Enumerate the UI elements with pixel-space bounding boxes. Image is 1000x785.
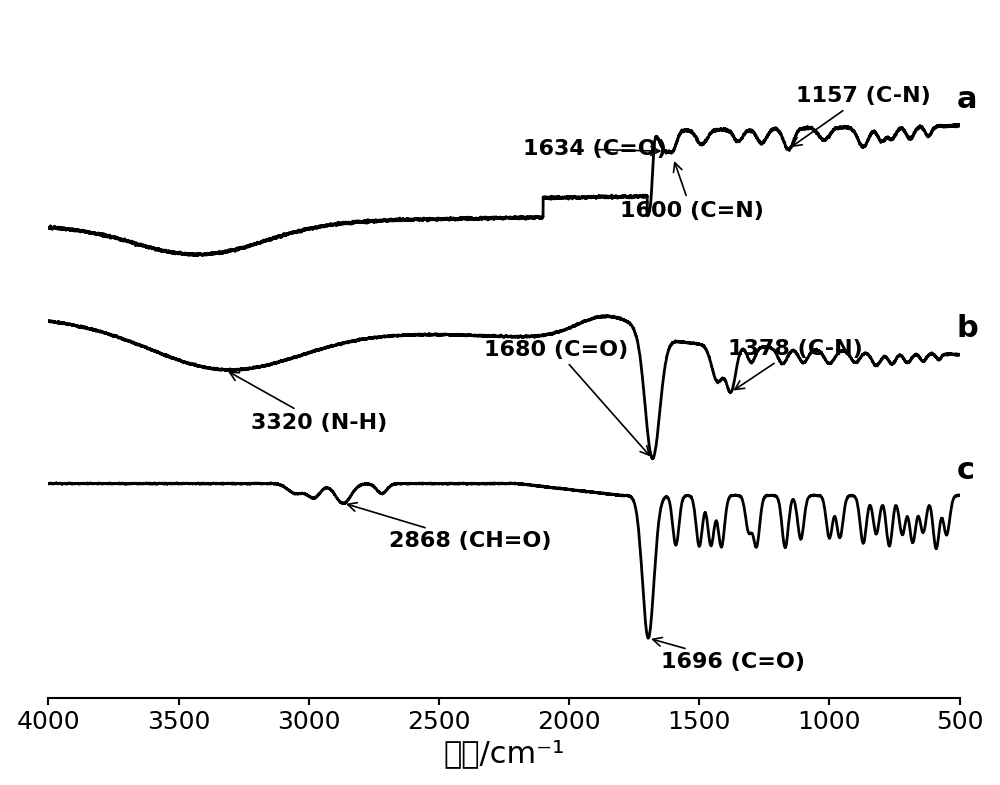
Text: 1378 (C-N): 1378 (C-N) bbox=[728, 339, 863, 389]
Text: 1634 (C=O): 1634 (C=O) bbox=[523, 140, 667, 159]
Text: b: b bbox=[957, 314, 979, 343]
X-axis label: 波长/cm⁻¹: 波长/cm⁻¹ bbox=[443, 739, 565, 769]
Text: 1680 (C=O): 1680 (C=O) bbox=[484, 340, 649, 455]
Text: 1696 (C=O): 1696 (C=O) bbox=[653, 637, 805, 672]
Text: a: a bbox=[957, 85, 977, 114]
Text: 2868 (CH=O): 2868 (CH=O) bbox=[348, 502, 551, 551]
Text: 3320 (N-H): 3320 (N-H) bbox=[230, 372, 387, 433]
Text: 1600 (C=N): 1600 (C=N) bbox=[620, 162, 763, 221]
Text: 1157 (C-N): 1157 (C-N) bbox=[792, 86, 931, 146]
Text: c: c bbox=[957, 456, 975, 485]
